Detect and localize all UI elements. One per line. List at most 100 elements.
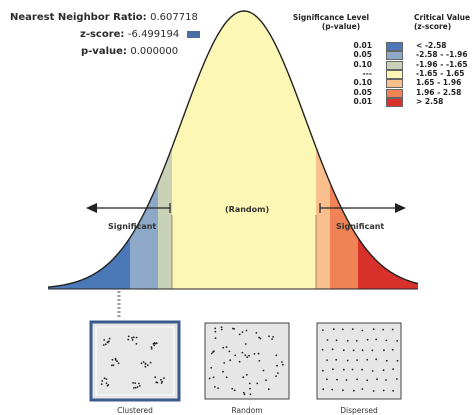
clustered-point [154,342,157,345]
clustered-point [149,361,152,364]
right-arrow-head [395,203,406,213]
legend-p-value: 0.10 [353,59,372,69]
random-point [271,338,273,340]
legend-z-range: > 2.58 [416,96,444,106]
dispersed-point [375,358,378,361]
random-point [242,376,245,379]
random-point [243,393,246,396]
dispersed-point [322,329,324,331]
random-point [233,328,236,330]
clustered-point [101,380,104,382]
random-point [244,343,247,345]
clustered-point [117,362,120,365]
dispersed-point [331,388,334,391]
dispersed-point [321,348,324,351]
random-point [214,337,217,339]
dispersed-point [342,389,344,392]
random-point [231,387,234,390]
dispersed-point [361,349,364,352]
dispersed-point [332,328,335,331]
significance-header-line1: Significance Level [292,13,370,22]
legend-z-range: < -2.58 [416,41,447,50]
dispersed-point [342,349,345,352]
legend-z-range: 1.96 - 2.58 [416,87,462,97]
dispersed-point [346,340,349,342]
clustered-point [142,361,145,363]
dispersed-point [336,378,338,381]
random-point [228,350,231,353]
clustered-point [152,342,155,345]
dispersed-point [391,328,394,331]
clustered-point [112,364,115,366]
random-point [275,375,277,377]
dispersed-point [332,368,334,371]
random-point [210,366,213,369]
random-point [222,346,225,349]
critical-header-line1: Critical Value [414,13,471,22]
right-significant-label: Significant [336,222,385,231]
pvalue-label: p-value: [81,46,127,57]
legend-z-range: -1.96 - -1.65 [416,59,468,69]
dispersed-point [372,390,375,392]
random-point [275,354,278,357]
clustered-point [135,336,138,339]
random-point [258,360,261,362]
nn-ratio-value: 0.607718 [150,12,198,23]
random-point [248,382,251,385]
random-point [208,377,211,380]
clustered-point [107,384,110,386]
pvalue-row: p-value: 0.000000 [81,46,178,57]
dispersed-point [345,379,348,381]
legend-swatch [386,42,403,51]
random-point [223,362,226,364]
dispersed-point [392,389,394,392]
dispersed-point [366,358,369,361]
dispersed-point [335,358,338,361]
clustered-point [110,364,113,367]
dispersed-point [331,348,334,351]
clustered-point [134,386,137,389]
thumbnail-random-frame[interactable] [204,322,290,400]
legend-swatch [386,51,403,61]
dispersed-point [326,339,329,341]
zscore-label: z-score: [80,29,125,40]
clustered-point [144,362,147,365]
random-point [249,393,252,396]
clustered-point [108,337,111,340]
random-point [217,387,220,389]
random-point [244,354,247,357]
dispersed-point [371,349,374,352]
dispersed-point [391,348,394,351]
dispersed-point [322,388,325,391]
clustered-point [161,380,164,383]
clustered-point [150,348,153,350]
clustered-point [106,341,109,343]
random-point [258,336,260,339]
dispersed-point [353,389,355,392]
clustered-point [140,362,143,365]
dispersed-point [396,359,399,362]
legend-z-range: 1.65 - 1.96 [416,78,462,88]
random-point [277,372,279,374]
random-point [256,382,259,385]
random-point [225,346,228,348]
nn-ratio-label: Nearest Neighbor Ratio: [10,12,147,23]
dispersed-point [351,328,354,330]
clustered-point [114,357,117,360]
random-point [242,391,245,394]
left-arrow-head [86,203,97,213]
dispersed-point [392,368,394,370]
thumbnail-dispersed-frame[interactable] [316,322,402,400]
thumbnail-random-label: Random [231,406,263,415]
dispersed-point [322,369,324,372]
random-point [212,376,215,379]
legend-p-value: 0.10 [353,78,372,88]
clustered-point [132,382,135,384]
pvalue-value: 0.000000 [130,46,179,57]
clustered-point [127,338,130,341]
random-point [241,331,244,333]
random-point [222,370,224,373]
band-low-05 [130,11,158,289]
clustered-point [154,376,157,379]
dispersed-point [375,338,378,341]
